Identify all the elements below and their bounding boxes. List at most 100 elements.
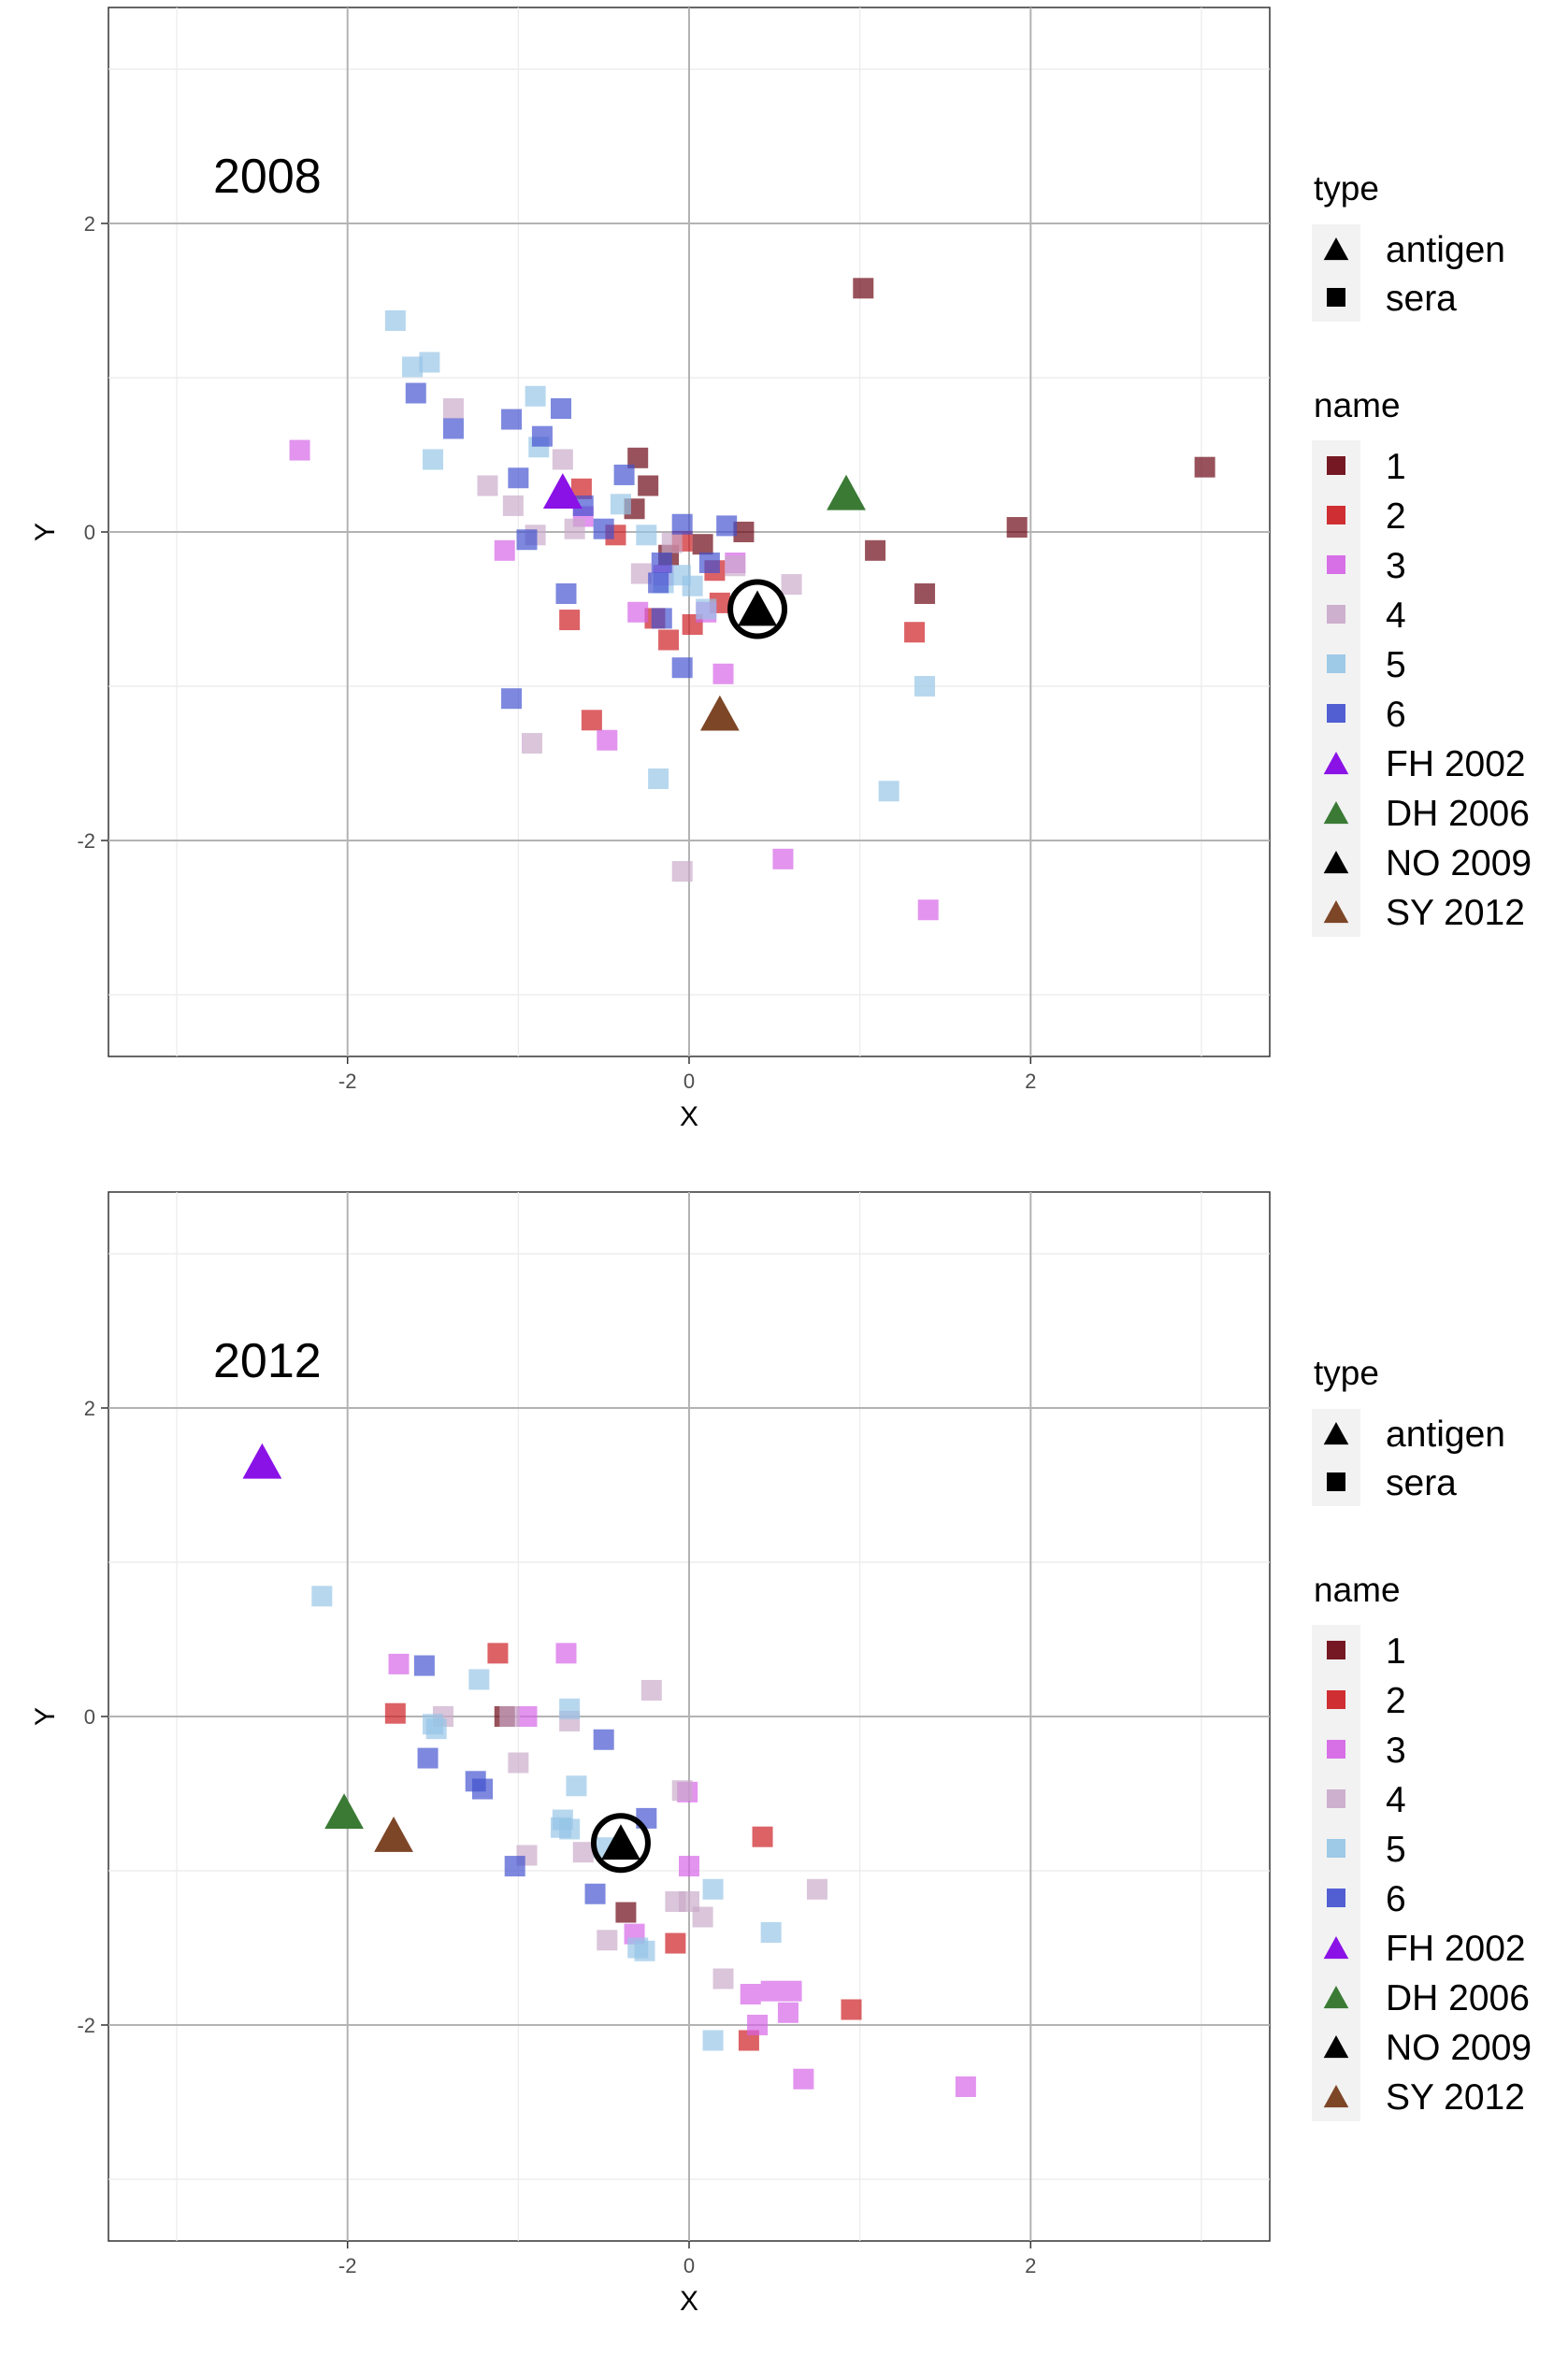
sera-point-3 [555,1643,577,1664]
sera-point-4 [671,861,693,882]
legend-key-square-4 [1327,1789,1345,1808]
sera-point-1 [615,1902,637,1923]
sera-point-5 [636,524,657,546]
legend-key-square-3 [1327,555,1345,574]
legend-key-triangle-dh-2006 [1323,801,1349,825]
sera-point-1 [865,539,886,561]
data-points [289,278,1216,921]
legend-name-label-4: 4 [1386,596,1406,636]
sera-point-5 [878,781,899,802]
y-axis-title: Y [30,1707,61,1726]
legend-key-square-6 [1327,704,1345,723]
sera-point-5 [634,1940,655,1961]
x-axis-title: X [680,1101,698,1132]
sera-point-3 [740,1984,761,2004]
sera-point-4 [572,1842,594,1863]
legend-type-title: type [1314,169,1379,208]
sera-point-3 [777,2002,798,2023]
legend-name-label-fh-2002: FH 2002 [1386,1929,1526,1969]
legend-name-label-2: 2 [1386,1681,1406,1721]
legend-name-label-fh-2002: FH 2002 [1386,744,1526,784]
antigen-point-fh-2002 [542,473,583,509]
sera-point-3 [955,2076,976,2097]
antigen-point-sy-2012 [374,1817,413,1852]
sera-point-6 [501,688,523,710]
sera-point-5 [559,1698,581,1719]
legend-name-label-dh-2006: DH 2006 [1386,794,1530,834]
sera-point-6 [593,518,614,539]
sera-point-2 [752,1826,773,1847]
legend-key-triangle [1323,237,1349,261]
legend-type-label: antigen [1386,230,1505,270]
legend-key-square-5 [1327,1839,1345,1858]
legend-type-label: sera [1386,1463,1457,1503]
sera-point-2 [384,1702,406,1724]
y-tick-label: 2 [84,1397,95,1420]
sera-point-1 [627,447,649,468]
antigen-point-dh-2006 [827,474,866,510]
y-axis-title: Y [30,523,61,541]
x-tick-label: 2 [1025,1070,1036,1093]
legend-name-label-6: 6 [1386,695,1406,735]
y-tick-label: -2 [77,829,95,853]
sera-point-4 [640,1679,662,1701]
sera-point-1 [853,278,874,299]
sera-point-4 [477,475,498,496]
sera-point-6 [593,1729,614,1750]
sera-point-2 [665,1932,686,1954]
legend-key-square-1 [1327,1641,1345,1659]
sera-point-4 [725,555,746,577]
sera-point-3 [772,848,794,869]
y-tick-label: 2 [84,212,95,236]
sera-point-6 [551,398,572,419]
legend-key-triangle-fh-2002 [1323,1936,1349,1960]
x-tick-label: 0 [683,1070,695,1093]
legend-key-square-4 [1327,605,1345,624]
sera-point-3 [289,439,310,461]
sera-point-5 [648,768,669,789]
sera-point-3 [747,2015,769,2035]
legend-name-label-5: 5 [1386,1830,1406,1870]
sera-point-6 [584,1883,606,1904]
sera-point-3 [627,601,649,623]
sera-point-5 [914,676,936,697]
sera-point-2 [658,629,680,651]
legend-name-title: name [1314,1571,1401,1609]
legend-name-label-no-2009: NO 2009 [1386,843,1532,883]
sera-point-3 [494,539,515,561]
chart-panel-2012: -2 0 2 -2 0 2 X Y 2012 type antigen sera name 1 2 3 4 5 6 F… [0,1185,1568,2369]
sera-point-2 [487,1643,509,1664]
legend-key-triangle-fh-2002 [1323,752,1349,775]
sera-point-5 [311,1586,333,1607]
legend-key-square-2 [1327,506,1345,524]
legend-key-triangle-dh-2006 [1323,1986,1349,2009]
antigen-point-no-2009 [738,590,777,626]
sera-point-6 [516,529,538,551]
sera-point-4 [712,1968,734,1989]
sera-point-4 [502,495,524,516]
sera-point-4 [552,449,573,470]
sera-point-5 [696,598,717,620]
year-annotation: 2008 [213,150,322,204]
sera-point-5 [559,1818,581,1840]
sera-point-4 [564,518,585,539]
legend-key-triangle-sy-2012 [1323,2085,1349,2108]
sera-point-5 [702,1878,724,1900]
sera-point-4 [442,398,464,419]
x-tick-label: 2 [1025,2254,1036,2277]
sera-point-2 [570,478,592,499]
antigen-point-fh-2002 [242,1443,282,1479]
legend-key-triangle-no-2009 [1323,851,1349,874]
x-tick-label: -2 [338,1070,357,1093]
sera-point-6 [613,464,635,485]
sera-point-5 [760,1922,782,1943]
sera-point-3 [712,663,734,684]
sera-point-3 [793,2068,814,2090]
legend-name-label-1: 1 [1386,1631,1406,1672]
sera-point-5 [669,565,691,586]
sera-point-4 [499,1706,521,1727]
legend-name-label-6: 6 [1386,1879,1406,1919]
